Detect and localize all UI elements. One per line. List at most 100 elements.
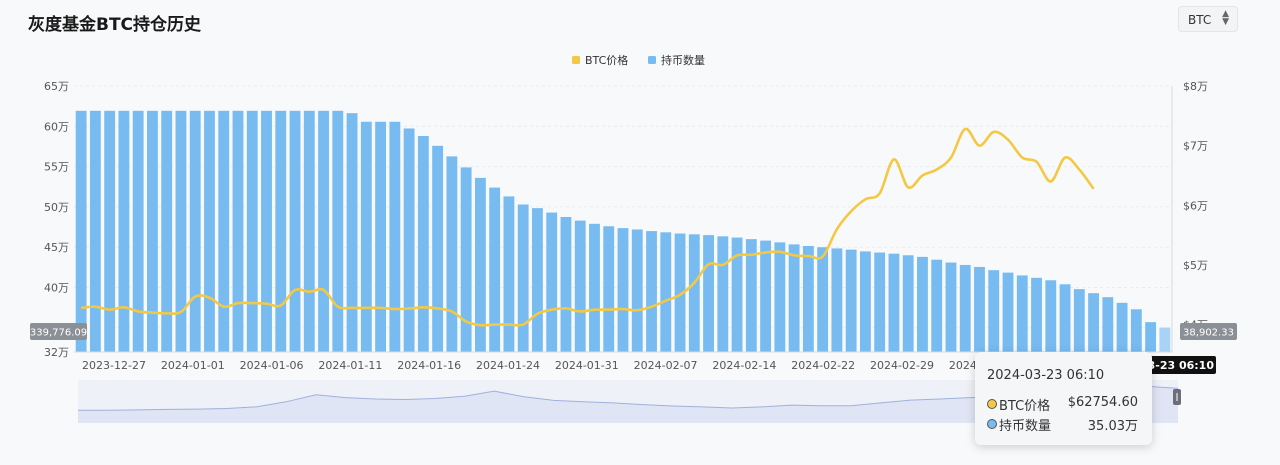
bar: [161, 110, 173, 352]
right-value-badge-text: 38,902.33: [1183, 328, 1234, 339]
bar: [246, 110, 258, 352]
x-tick-label: 2024-01-06: [240, 359, 304, 372]
bar: [717, 236, 729, 352]
bar: [974, 266, 985, 352]
left-tick-label: 45万: [44, 241, 69, 254]
bar: [703, 235, 714, 352]
bar: [489, 187, 501, 352]
bar: [532, 208, 543, 352]
bar: [603, 226, 615, 352]
bar: [1116, 302, 1128, 352]
bar: [474, 177, 486, 352]
left-tick-label: 60万: [44, 120, 69, 133]
bar: [189, 110, 201, 352]
bar: [275, 110, 287, 352]
x-tick-label: 2024-01-24: [476, 359, 540, 372]
right-tick-label: $5万: [1183, 259, 1208, 272]
x-tick-label: 2024-01-01: [161, 359, 225, 372]
page-title: 灰度基金BTC持仓历史: [28, 15, 202, 35]
bar: [446, 156, 458, 352]
bar: [917, 256, 928, 352]
right-tick-label: $8万: [1183, 80, 1208, 93]
left-value-badge-text: 339,776.09: [30, 328, 87, 339]
tooltip-label: 持币数量: [999, 419, 1052, 434]
bar: [147, 110, 158, 352]
bar: [132, 110, 144, 352]
x-tick-label: 2024-01-16: [397, 359, 461, 372]
bar: [959, 264, 971, 352]
tooltip-row-holdings: 持币数量 35.03万: [987, 415, 1138, 434]
bar: [332, 110, 344, 352]
bar: [589, 223, 600, 352]
bar: [1031, 277, 1042, 352]
bar: [1016, 275, 1028, 352]
x-tick-label: 2024-01-11: [318, 359, 382, 372]
bar: [204, 110, 215, 352]
bar: [617, 228, 629, 352]
bar: [303, 110, 315, 352]
bar: [346, 113, 358, 352]
legend-label: BTC价格: [585, 53, 628, 67]
bar: [1002, 272, 1014, 352]
coin-select[interactable]: BTC ▲ ▼: [1178, 6, 1238, 32]
bar: [774, 242, 786, 352]
bar: [945, 262, 957, 352]
left-tick-label: 50万: [44, 201, 69, 214]
chart-tooltip: 2024-03-23 06:10 BTC价格 $62754.60 持币数量 35…: [975, 352, 1152, 445]
chart-legend: BTC价格 持币数量: [572, 53, 705, 67]
holdings-dot-icon: [987, 419, 997, 429]
bar: [874, 252, 886, 352]
bar: [318, 110, 329, 352]
bar: [1145, 322, 1157, 352]
price-line: [80, 127, 1095, 327]
bar: [1159, 327, 1171, 352]
right-tick-label: $6万: [1183, 199, 1208, 212]
coin-select-value: BTC: [1188, 13, 1212, 27]
price-dot-icon: [987, 399, 997, 409]
tooltip-value: $62754.60: [1067, 395, 1138, 410]
x-tick-label: 2024-02-22: [791, 359, 855, 372]
bar: [574, 220, 586, 352]
bar: [1102, 297, 1114, 352]
bar: [403, 128, 415, 352]
bar: [831, 248, 843, 352]
left-tick-label: 40万: [44, 282, 69, 295]
bar: [1059, 284, 1071, 352]
bar: [104, 110, 116, 352]
bar: [660, 232, 672, 352]
x-tick-label: 2024-02-14: [712, 359, 776, 372]
left-tick-label: 65万: [44, 80, 69, 93]
bar: [760, 240, 772, 352]
holdings-bars: [75, 110, 1171, 353]
x-tick-label: 2024-02-07: [634, 359, 698, 372]
x-tick-label: 2024-01-31: [555, 359, 619, 372]
bar: [546, 212, 558, 352]
bar: [745, 239, 757, 352]
left-value-badge: [30, 323, 87, 340]
bar: [289, 110, 301, 352]
x-tick-label: 2024-02-29: [870, 359, 934, 372]
legend-label: 持币数量: [661, 53, 705, 67]
time-badge: [1138, 356, 1216, 374]
bar: [888, 253, 900, 352]
tooltip-time: 2024-03-23 06:10: [987, 368, 1105, 383]
bar: [817, 247, 829, 352]
legend-swatch: [572, 56, 580, 64]
left-tick-label: 32万: [44, 346, 69, 359]
bar: [859, 251, 871, 352]
left-tick-label: 55万: [44, 161, 69, 174]
bar: [560, 216, 572, 352]
x-tick-label: 2023-12-27: [82, 359, 146, 372]
navigator-area: [78, 386, 1178, 423]
bar: [360, 121, 372, 353]
bar: [802, 246, 814, 352]
bar: [631, 229, 643, 352]
bar: [988, 270, 1000, 352]
bar: [688, 234, 700, 352]
bar: [175, 110, 187, 352]
bar: [902, 255, 914, 352]
bar: [118, 110, 130, 352]
bar: [1088, 293, 1099, 352]
bar: [389, 121, 401, 353]
bar: [1045, 280, 1057, 352]
